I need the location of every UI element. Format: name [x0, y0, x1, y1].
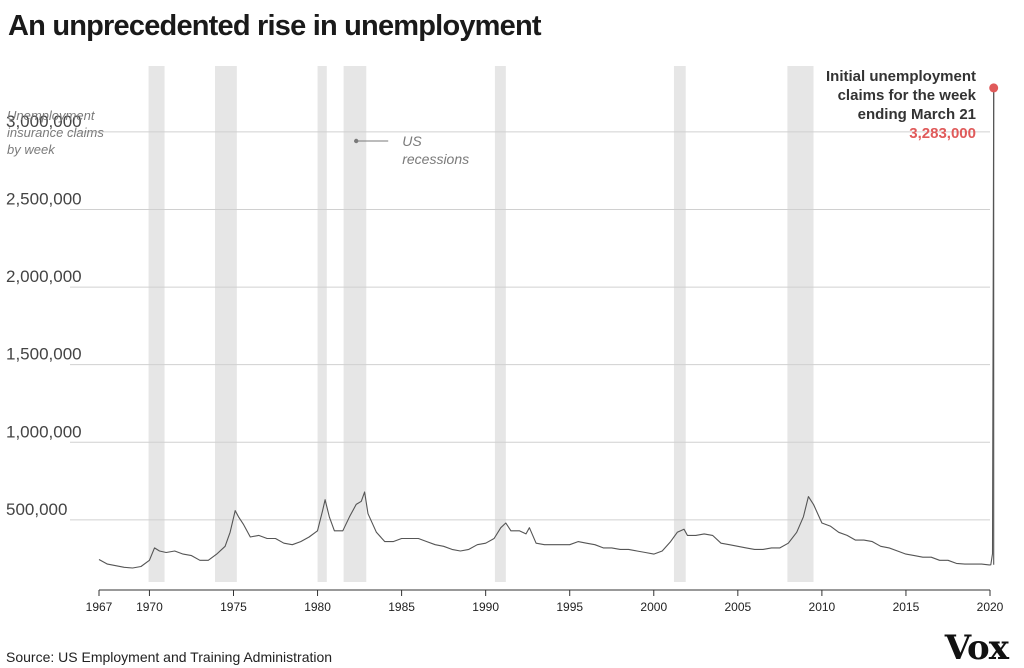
series-line [98, 87, 995, 569]
y-tick-label: 500,000 [6, 500, 67, 519]
recession-band [214, 66, 237, 582]
x-tick-label: 2010 [809, 600, 836, 614]
x-tick-label: 1975 [220, 600, 247, 614]
peak-marker [989, 83, 999, 93]
recession-band [494, 66, 506, 582]
recession-band [148, 66, 165, 582]
x-axis: 1967 1970 1975 1980 1985 1990 1995 2000 2005 2010… [86, 589, 1004, 614]
x-tick-label: 2015 [893, 600, 920, 614]
x-tick-label: 1995 [556, 600, 583, 614]
y-axis-title-line: by week [7, 142, 56, 157]
series-layer [98, 87, 995, 569]
y-tick-label: 3,000,000 [6, 112, 82, 131]
x-tick-label: 1970 [136, 600, 163, 614]
annotation-line: claims for the week [838, 87, 977, 104]
recession-band [343, 66, 367, 582]
recession-band [673, 66, 686, 582]
recessions-label-line: US [402, 133, 422, 149]
x-tick-label: 1967 [86, 600, 113, 614]
vox-logo: Vox [944, 628, 1009, 668]
y-tick-label: 1,500,000 [6, 345, 82, 364]
annotation-value: 3,283,000 [909, 125, 976, 142]
annotation-line: ending March 21 [858, 106, 976, 123]
y-axis-title-line: insurance claims [7, 125, 104, 140]
recession-band [317, 66, 327, 582]
x-tick-label: 2000 [640, 600, 667, 614]
chart-title: An unprecedented rise in unemployment [8, 10, 542, 42]
recession-bands [148, 66, 814, 582]
recessions-legend: US recessions [354, 133, 469, 167]
recession-band [787, 66, 814, 582]
annotation-line: Initial unemployment [826, 68, 976, 85]
gridlines: 500,000 1,000,000 1,500,000 2,000,000 2,500,… [6, 112, 990, 521]
y-axis-title-line: Unemployment [7, 108, 96, 123]
y-tick-label: 2,500,000 [6, 189, 82, 208]
y-axis-title: Unemployment insurance claims by week [7, 108, 104, 157]
y-tick-label: 1,000,000 [6, 422, 82, 441]
x-tick-label: 2020 [977, 600, 1004, 614]
x-tick-label: 1990 [472, 600, 499, 614]
annotation: Initial unemployment claims for the week e… [826, 68, 999, 565]
y-tick-label: 2,000,000 [6, 267, 82, 286]
recessions-label-line: recessions [402, 151, 469, 167]
x-tick-label: 2005 [724, 600, 751, 614]
x-tick-label: 1980 [304, 600, 331, 614]
x-tick-label: 1985 [388, 600, 415, 614]
source-note: Source: US Employment and Training Admin… [6, 649, 333, 665]
